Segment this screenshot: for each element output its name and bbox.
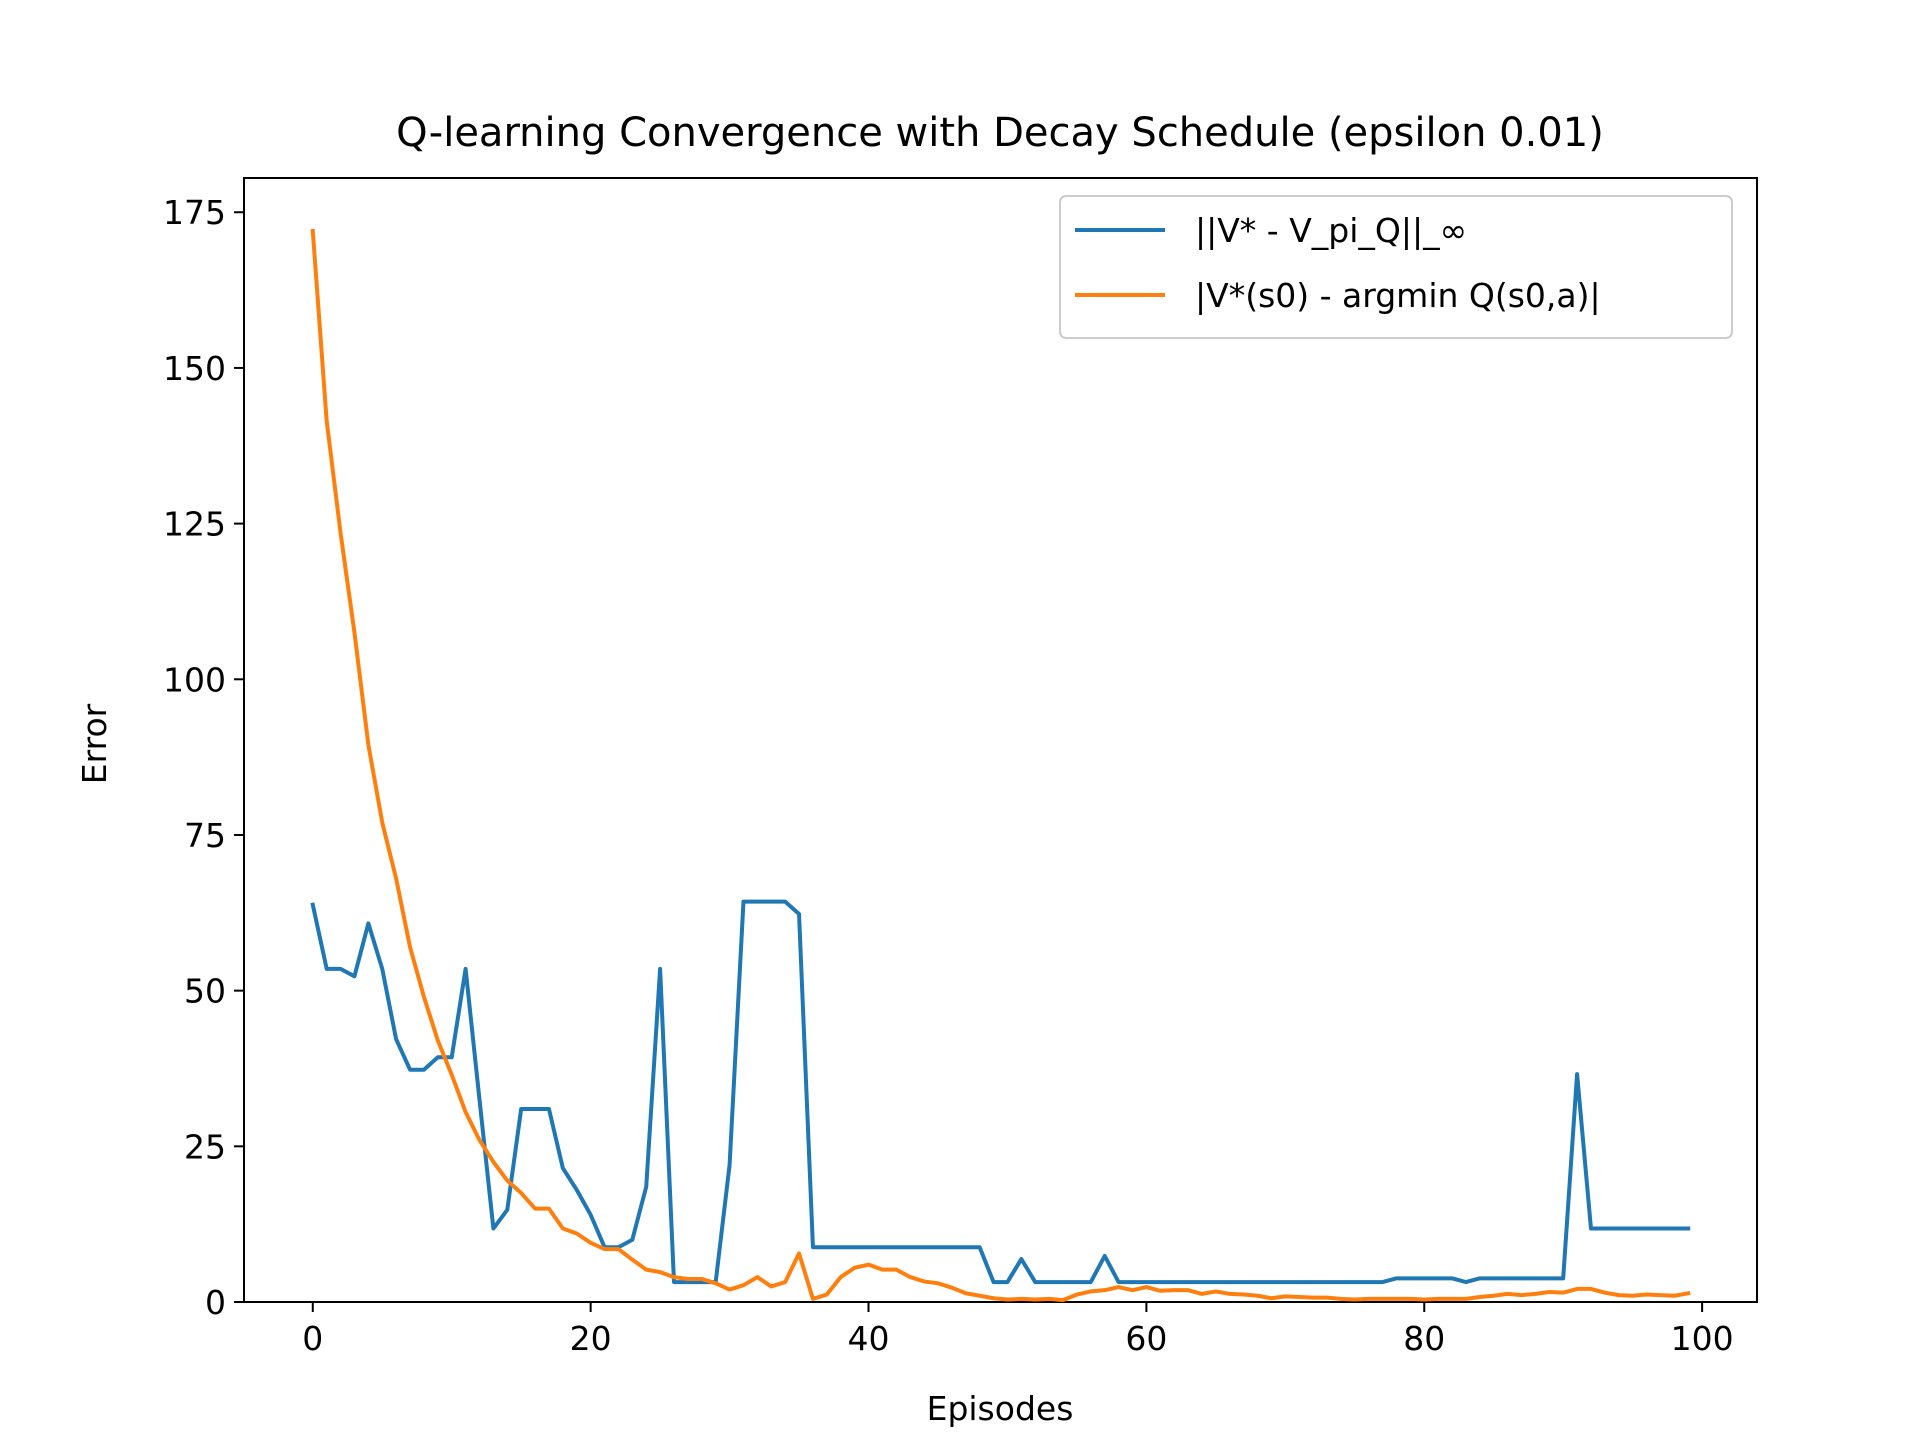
x-tick-label: 80 bbox=[1403, 1319, 1445, 1358]
legend-frame bbox=[1059, 195, 1733, 339]
y-tick-label: 150 bbox=[163, 349, 226, 388]
legend-label-series-2: |V*(s0) - argmin Q(s0,a)| bbox=[1195, 276, 1601, 315]
y-tick-label: 175 bbox=[163, 193, 226, 232]
series-line-1 bbox=[310, 899, 1691, 1285]
x-tick-label: 40 bbox=[848, 1319, 890, 1358]
y-tick-label: 0 bbox=[205, 1283, 226, 1322]
y-tick-label: 125 bbox=[163, 505, 226, 544]
legend-label-series-1: ||V* - V_pi_Q||_∞ bbox=[1195, 211, 1467, 250]
axes-frame bbox=[243, 177, 1758, 1303]
x-tick-label: 0 bbox=[302, 1319, 323, 1358]
y-tick-label: 25 bbox=[184, 1127, 226, 1166]
x-axis-label: Episodes bbox=[927, 1389, 1074, 1428]
x-tick-label: 100 bbox=[1671, 1319, 1734, 1358]
x-tick-label: 20 bbox=[570, 1319, 612, 1358]
series-line-2 bbox=[310, 228, 1691, 1303]
chart-title: Q-learning Convergence with Decay Schedu… bbox=[396, 110, 1604, 156]
y-tick-label: 50 bbox=[184, 972, 226, 1011]
legend: ||V* - V_pi_Q||_∞ |V*(s0) - argmin Q(s0,… bbox=[1059, 195, 1733, 339]
plot-area: 0 20 40 60 80 100 0 25 50 75 100 125 150 175 bbox=[163, 177, 1758, 1358]
y-tick-label: 100 bbox=[163, 660, 226, 699]
y-tick-label: 75 bbox=[184, 816, 226, 855]
x-tick-label: 60 bbox=[1125, 1319, 1167, 1358]
y-axis-label: Error bbox=[75, 703, 114, 784]
